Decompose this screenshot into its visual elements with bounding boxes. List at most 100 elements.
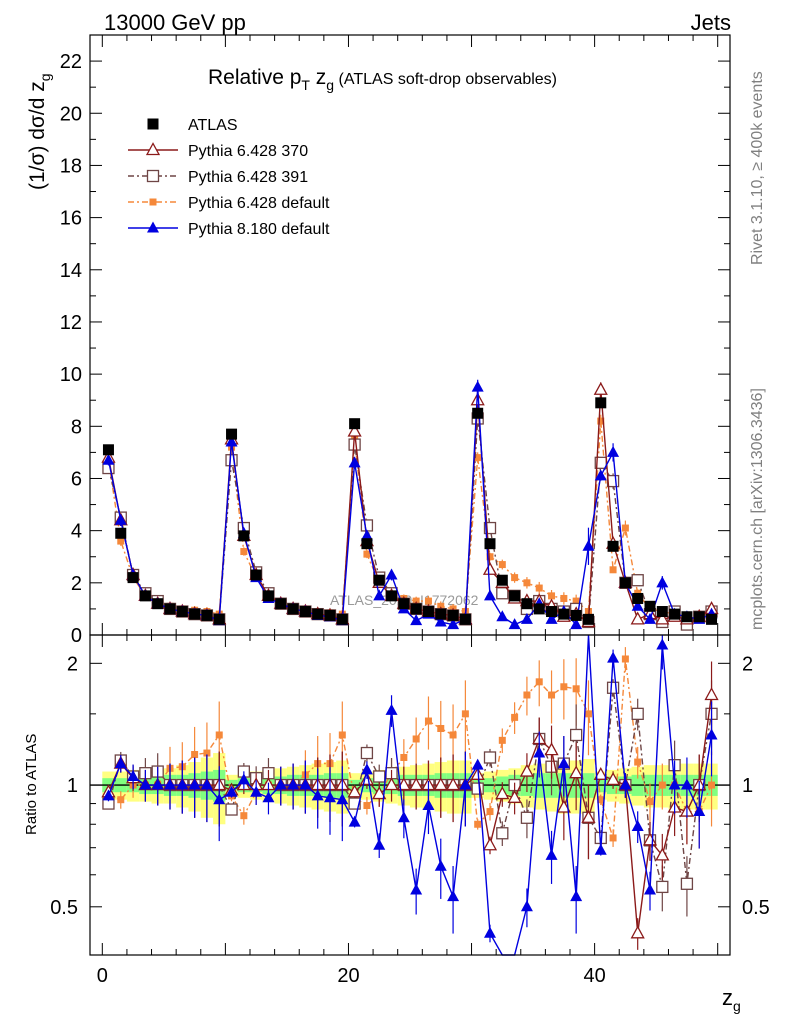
data-point: [680, 877, 694, 890]
data-point: [484, 589, 496, 601]
x-tick-label: 20: [337, 965, 359, 987]
data-point: [434, 615, 447, 627]
data-point: [609, 834, 617, 842]
data-point: [203, 749, 211, 757]
data-point: [373, 574, 385, 586]
data-point: [471, 380, 484, 392]
data-point: [349, 418, 361, 430]
data-point: [582, 539, 595, 551]
data-point: [164, 603, 176, 615]
data-point: [188, 778, 201, 790]
data-point: [593, 766, 608, 780]
header-right: Jets: [691, 10, 731, 35]
data-point: [556, 799, 571, 813]
data-point: [519, 763, 535, 777]
ratio-y-tick-label: 1: [67, 775, 78, 797]
legend-label: Pythia 6.428 391: [188, 169, 308, 186]
data-point: [533, 746, 546, 758]
data-point: [445, 777, 461, 791]
data-point: [471, 782, 484, 795]
data-point: [410, 614, 423, 626]
data-point: [544, 742, 559, 756]
data-point: [681, 611, 693, 623]
series-line: [107, 694, 713, 934]
data-point: [523, 579, 531, 587]
data-point: [520, 811, 534, 824]
data-point: [582, 613, 594, 625]
data-point: [631, 574, 644, 587]
data-point: [474, 820, 482, 828]
data-point: [595, 397, 607, 409]
data-point: [152, 598, 164, 610]
legend-label: Pythia 8.180 default: [188, 221, 330, 238]
data-point: [324, 791, 336, 803]
data-point: [644, 600, 656, 612]
data-point: [373, 770, 386, 783]
main-ylabel-sub: g: [37, 73, 53, 81]
data-point: [225, 803, 238, 816]
data-point: [433, 777, 448, 791]
data-point: [360, 746, 374, 760]
data-point: [570, 890, 583, 902]
data-point: [386, 590, 398, 602]
y-tick-label: 6: [71, 468, 82, 490]
data-point: [176, 606, 188, 618]
main-frame: [89, 34, 731, 636]
data-point: [164, 778, 176, 790]
data-point: [545, 612, 558, 624]
data-point: [535, 584, 543, 592]
data-point: [619, 778, 632, 790]
series-line: [107, 387, 712, 627]
data-point: [655, 847, 670, 861]
data-point: [360, 763, 373, 775]
data-point: [102, 453, 115, 465]
data-point: [472, 407, 484, 419]
data-point: [114, 757, 127, 769]
data-point: [572, 685, 580, 693]
data-point: [619, 577, 631, 589]
data-point: [422, 606, 434, 618]
series-py_default-ratio: [104, 647, 716, 849]
data-point: [447, 609, 459, 621]
x-axis-label: zg: [722, 985, 741, 1014]
data-point: [548, 691, 556, 699]
data-point: [299, 606, 311, 618]
data-point: [363, 550, 371, 558]
data-point: [607, 651, 620, 663]
data-point: [115, 527, 127, 539]
legend-entry-py8: Pythia 8.180 default: [128, 221, 330, 238]
data-point: [238, 530, 250, 542]
data-point: [474, 454, 482, 462]
data-point: [127, 769, 140, 781]
data-point: [347, 784, 362, 798]
data-point: [348, 797, 361, 810]
data-point: [708, 781, 716, 789]
data-point: [668, 778, 681, 790]
data-point: [127, 572, 139, 584]
data-point: [363, 802, 371, 810]
data-point: [117, 796, 125, 804]
data-point: [656, 606, 668, 618]
ratio-ylabel: Ratio to ATLAS: [23, 734, 40, 835]
data-point: [312, 608, 324, 620]
data-point: [630, 611, 645, 625]
data-point: [373, 838, 386, 850]
data-point: [655, 611, 670, 625]
data-point: [606, 474, 620, 488]
data-point: [225, 785, 238, 797]
data-point: [644, 612, 656, 624]
data-point: [482, 561, 498, 575]
data-point: [520, 900, 533, 912]
data-point: [311, 789, 324, 801]
data-point: [262, 590, 274, 602]
y-tick-label: 14: [60, 260, 82, 282]
data-point: [706, 613, 718, 625]
data-point: [656, 880, 669, 894]
data-point: [631, 819, 644, 831]
legend-entry-atlas: ATLAS: [147, 117, 238, 134]
data-point: [594, 843, 607, 855]
data-point: [385, 703, 398, 715]
data-point: [644, 883, 656, 895]
data-point: [360, 519, 374, 532]
data-point: [139, 778, 152, 790]
